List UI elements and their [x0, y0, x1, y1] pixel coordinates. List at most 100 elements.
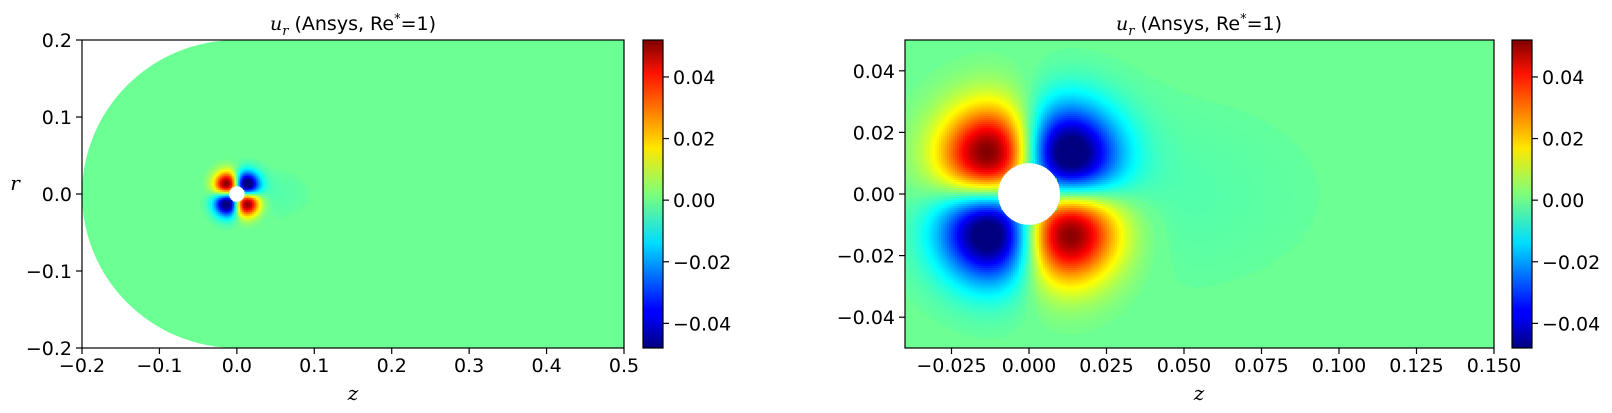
field-cell	[915, 148, 918, 151]
field-cell	[913, 206, 916, 209]
field-cell	[923, 260, 926, 263]
field-cell	[913, 148, 916, 151]
field-cell	[280, 185, 283, 189]
field-cell	[933, 264, 936, 267]
field-cell	[927, 98, 930, 101]
field-cell	[222, 175, 225, 179]
field-cell	[939, 98, 942, 101]
field-cell	[302, 205, 305, 209]
field-cell	[917, 242, 920, 245]
field-cell	[294, 179, 297, 183]
field-cell	[909, 182, 912, 185]
field-cell	[284, 197, 287, 201]
field-cell	[246, 201, 249, 205]
field-cell	[250, 193, 253, 197]
field-cell	[256, 187, 259, 191]
field-cell	[939, 92, 942, 95]
field-cell	[935, 178, 938, 181]
field-cell	[923, 220, 926, 223]
field-cell	[292, 187, 295, 191]
field-cell	[933, 318, 936, 321]
field-cell	[917, 188, 920, 191]
field-cell	[937, 184, 940, 187]
field-cell	[913, 270, 916, 273]
field-cell	[939, 270, 942, 273]
field-cell	[208, 185, 211, 189]
field-cell	[915, 296, 918, 299]
field-cell	[240, 165, 243, 169]
field-cell	[923, 166, 926, 169]
field-cell	[933, 116, 936, 119]
field-cell	[238, 169, 241, 173]
field-cell	[933, 134, 936, 137]
field-cell	[302, 193, 305, 197]
field-cell	[921, 252, 924, 255]
field-cell	[921, 208, 924, 211]
field-cell	[919, 174, 922, 177]
field-cell	[216, 195, 219, 199]
field-cell	[921, 260, 924, 263]
field-cell	[230, 169, 233, 173]
left-panel-title: ur (Ansys, Re*=1)	[270, 12, 436, 39]
field-cell	[925, 214, 928, 217]
field-cell	[931, 88, 934, 91]
field-cell	[909, 282, 912, 285]
field-cell	[927, 162, 930, 165]
field-cell	[941, 86, 944, 89]
field-cell	[915, 226, 918, 229]
field-cell	[925, 196, 928, 199]
field-cell	[919, 244, 922, 247]
field-cell	[927, 156, 930, 159]
field-cell	[264, 215, 267, 219]
field-cell	[206, 203, 209, 207]
field-cell	[232, 179, 235, 183]
field-cell	[937, 170, 940, 173]
field-cell	[915, 228, 918, 231]
field-cell	[935, 142, 938, 145]
field-cell	[923, 104, 926, 107]
field-cell	[929, 278, 932, 281]
field-cell	[913, 160, 916, 163]
field-cell	[923, 248, 926, 251]
field-cell	[204, 177, 207, 181]
field-cell	[248, 171, 251, 175]
field-cell	[260, 191, 263, 195]
field-cell	[210, 195, 213, 199]
field-cell	[911, 224, 914, 227]
field-cell	[931, 254, 934, 257]
field-cell	[917, 170, 920, 173]
field-cell	[909, 128, 912, 131]
field-cell	[921, 110, 924, 113]
field-cell	[288, 175, 291, 179]
field-cell	[907, 122, 910, 125]
field-cell	[288, 191, 291, 195]
field-cell	[306, 185, 309, 189]
field-cell	[246, 197, 249, 201]
field-cell	[925, 308, 928, 311]
field-cell	[931, 72, 934, 75]
field-cell	[941, 90, 944, 93]
field-cell	[907, 234, 910, 237]
field-cell	[216, 201, 219, 205]
field-cell	[933, 214, 936, 217]
field-cell	[905, 106, 908, 109]
field-cell	[923, 154, 926, 157]
field-cell	[266, 171, 269, 175]
field-cell	[238, 215, 241, 219]
field-cell	[919, 220, 922, 223]
field-cell	[923, 210, 926, 213]
field-cell	[248, 175, 251, 179]
field-cell	[933, 162, 936, 165]
field-cell	[907, 220, 910, 223]
field-cell	[925, 202, 928, 205]
field-cell	[935, 160, 938, 163]
field-cell	[921, 204, 924, 207]
field-cell	[911, 148, 914, 151]
field-cell	[242, 169, 245, 173]
field-cell	[274, 183, 277, 187]
field-cell	[935, 294, 938, 297]
field-cell	[905, 166, 908, 169]
field-cell	[921, 188, 924, 191]
field-cell	[933, 132, 936, 135]
field-cell	[913, 120, 916, 123]
